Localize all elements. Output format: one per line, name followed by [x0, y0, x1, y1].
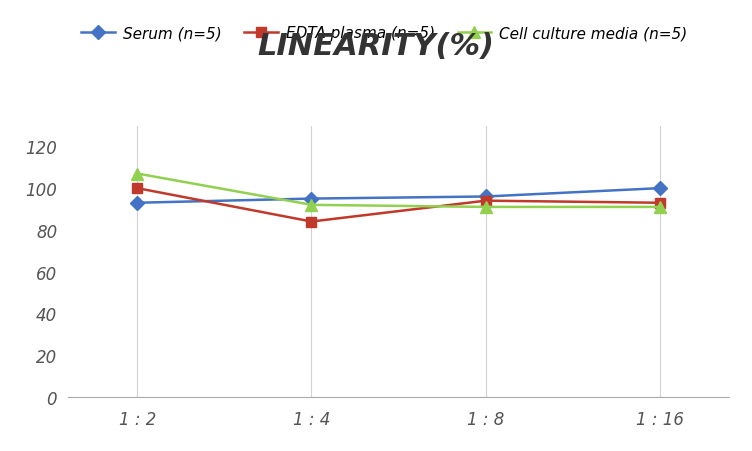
Cell culture media (n=5)	[133, 171, 142, 177]
EDTA plasma (n=5)	[481, 198, 490, 204]
Serum (n=5)	[655, 186, 664, 191]
EDTA plasma (n=5)	[133, 186, 142, 191]
Cell culture media (n=5)	[655, 205, 664, 210]
Serum (n=5)	[481, 194, 490, 200]
Line: Cell culture media (n=5): Cell culture media (n=5)	[132, 169, 666, 213]
Line: Serum (n=5): Serum (n=5)	[132, 184, 665, 208]
EDTA plasma (n=5)	[307, 219, 316, 225]
Cell culture media (n=5)	[481, 205, 490, 210]
EDTA plasma (n=5)	[655, 201, 664, 206]
Text: LINEARITY(%): LINEARITY(%)	[257, 32, 495, 60]
Legend: Serum (n=5), EDTA plasma (n=5), Cell culture media (n=5): Serum (n=5), EDTA plasma (n=5), Cell cul…	[75, 20, 693, 47]
Serum (n=5)	[307, 197, 316, 202]
Serum (n=5)	[133, 201, 142, 206]
Line: EDTA plasma (n=5): EDTA plasma (n=5)	[132, 184, 665, 227]
Cell culture media (n=5)	[307, 202, 316, 208]
